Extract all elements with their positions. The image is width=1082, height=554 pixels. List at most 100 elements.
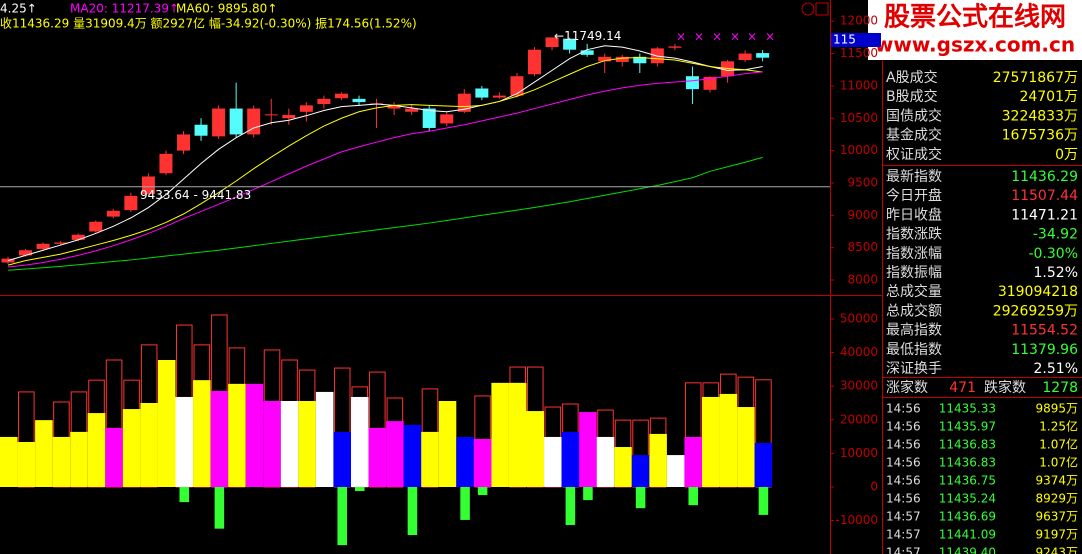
candle-body [264, 114, 278, 116]
volume-bar [122, 409, 141, 488]
window-icon[interactable] [815, 2, 829, 16]
watermark-box [868, 0, 1082, 60]
panel-label: 深证换手 [886, 360, 942, 377]
panel-value: -34.92 [1033, 227, 1078, 243]
candle-body [212, 108, 226, 137]
volume-bar [649, 433, 667, 488]
y-tick-label: 40000 [840, 345, 878, 359]
ma-line [7, 45, 763, 262]
tick-price: 11439.40 [939, 546, 996, 554]
y-tick-label: 10000 [840, 143, 878, 157]
volume-bar [491, 382, 509, 488]
panel-label: 最新指数 [886, 169, 942, 185]
candle-body [159, 153, 173, 174]
candle-body [334, 93, 348, 99]
tick-price: 11435.33 [939, 402, 996, 416]
volume-bar [631, 455, 650, 488]
volume-bar [754, 442, 773, 488]
candle-body [299, 105, 313, 112]
tick-price: 11435.24 [939, 492, 996, 506]
tick-volume: 9243万 [1035, 546, 1078, 554]
volume-bar [737, 407, 755, 488]
tick-volume: 9197万 [1035, 528, 1078, 542]
tick-volume: 1.07亿 [1039, 455, 1078, 470]
window-icon[interactable] [801, 2, 815, 16]
volume-negative [460, 487, 470, 520]
panel-value: 1675736万 [1002, 128, 1078, 144]
volume-bar [579, 412, 597, 488]
panel-value: 24701万 [1019, 89, 1078, 105]
volume-bar [280, 400, 299, 488]
candle-body [317, 98, 331, 105]
panel-value: 319094218 [998, 284, 1078, 300]
candle-body [545, 37, 559, 48]
breadth-down: 1278 [1042, 380, 1078, 396]
y-tick-label: 12000 [840, 14, 878, 28]
breadth-label: 涨家数 [886, 379, 928, 396]
y-tick-label: 9500 [847, 175, 878, 189]
volume-bar [35, 420, 53, 488]
ma-label: 4.25↑ [0, 2, 37, 16]
tick-time: 14:56 [886, 474, 921, 488]
tick-volume: 8929万 [1035, 492, 1078, 506]
panel-value: 11436.29 [1011, 169, 1078, 185]
volume-bar [87, 413, 106, 488]
candle-body [633, 56, 647, 64]
volume-bar [105, 427, 123, 488]
tick-time: 14:56 [886, 438, 921, 452]
panel-value: -0.30% [1028, 246, 1078, 262]
volume-bar [210, 390, 229, 488]
volume-bar [403, 424, 422, 488]
signal-marker: × [730, 30, 740, 44]
quote-line: 收11436.29 量31909.4万 额2927亿 幅-34.92(-0.30… [0, 16, 417, 31]
panel-label: 国债成交 [886, 107, 942, 124]
candle-body [615, 56, 629, 62]
tick-price: 11436.83 [939, 438, 996, 452]
volume-outline [105, 359, 123, 488]
panel-value: 2.51% [1034, 361, 1078, 377]
panel-value: 11471.21 [1011, 207, 1078, 223]
volume-bar [684, 436, 702, 488]
reference-label: 9433.64 - 9441.83 [140, 188, 251, 202]
candle-body [756, 53, 770, 58]
y-tick-label: 10500 [840, 111, 878, 125]
tick-price: 11436.83 [939, 456, 996, 470]
tick-time: 14:57 [886, 528, 921, 542]
signal-marker: × [712, 30, 722, 44]
candle-body [528, 49, 541, 75]
panel-value: 11554.52 [1011, 323, 1078, 339]
volume-negative [758, 487, 769, 515]
volume-bar [473, 438, 492, 488]
watermark-title: 股票公式在线网 [884, 3, 1066, 33]
candle-body [440, 114, 454, 124]
volume-negative [635, 487, 646, 509]
candle-body [19, 250, 33, 256]
volume-bar [456, 436, 474, 488]
tick-price: 11436.75 [939, 474, 996, 488]
volume-bar [228, 383, 246, 488]
volume-negative [179, 487, 190, 503]
breadth-label: 跌家数 [984, 379, 1026, 396]
volume-bar [368, 427, 387, 488]
volume-bar [508, 382, 527, 488]
tick-volume: 9374万 [1035, 474, 1078, 488]
volume-bar [526, 411, 545, 488]
volume-negative [214, 487, 225, 529]
ma-line [7, 156, 763, 271]
panel-value: 11379.96 [1011, 342, 1078, 358]
volume-bar [333, 431, 351, 488]
candle-body [580, 50, 594, 55]
tick-volume: 1.25亿 [1039, 419, 1078, 434]
candle-body [685, 76, 699, 90]
panel-label: 总成交量 [886, 283, 942, 300]
candle-body [54, 242, 68, 244]
candle-body [598, 56, 612, 62]
candle-body [668, 46, 682, 48]
volume-negative [477, 487, 488, 496]
signal-marker: × [676, 30, 686, 44]
volume-negative [688, 487, 698, 506]
volume-bar [17, 441, 36, 488]
watermark-url: www.gszx.com.cn [875, 33, 1075, 57]
y-tick-label: -10000 [835, 513, 878, 527]
